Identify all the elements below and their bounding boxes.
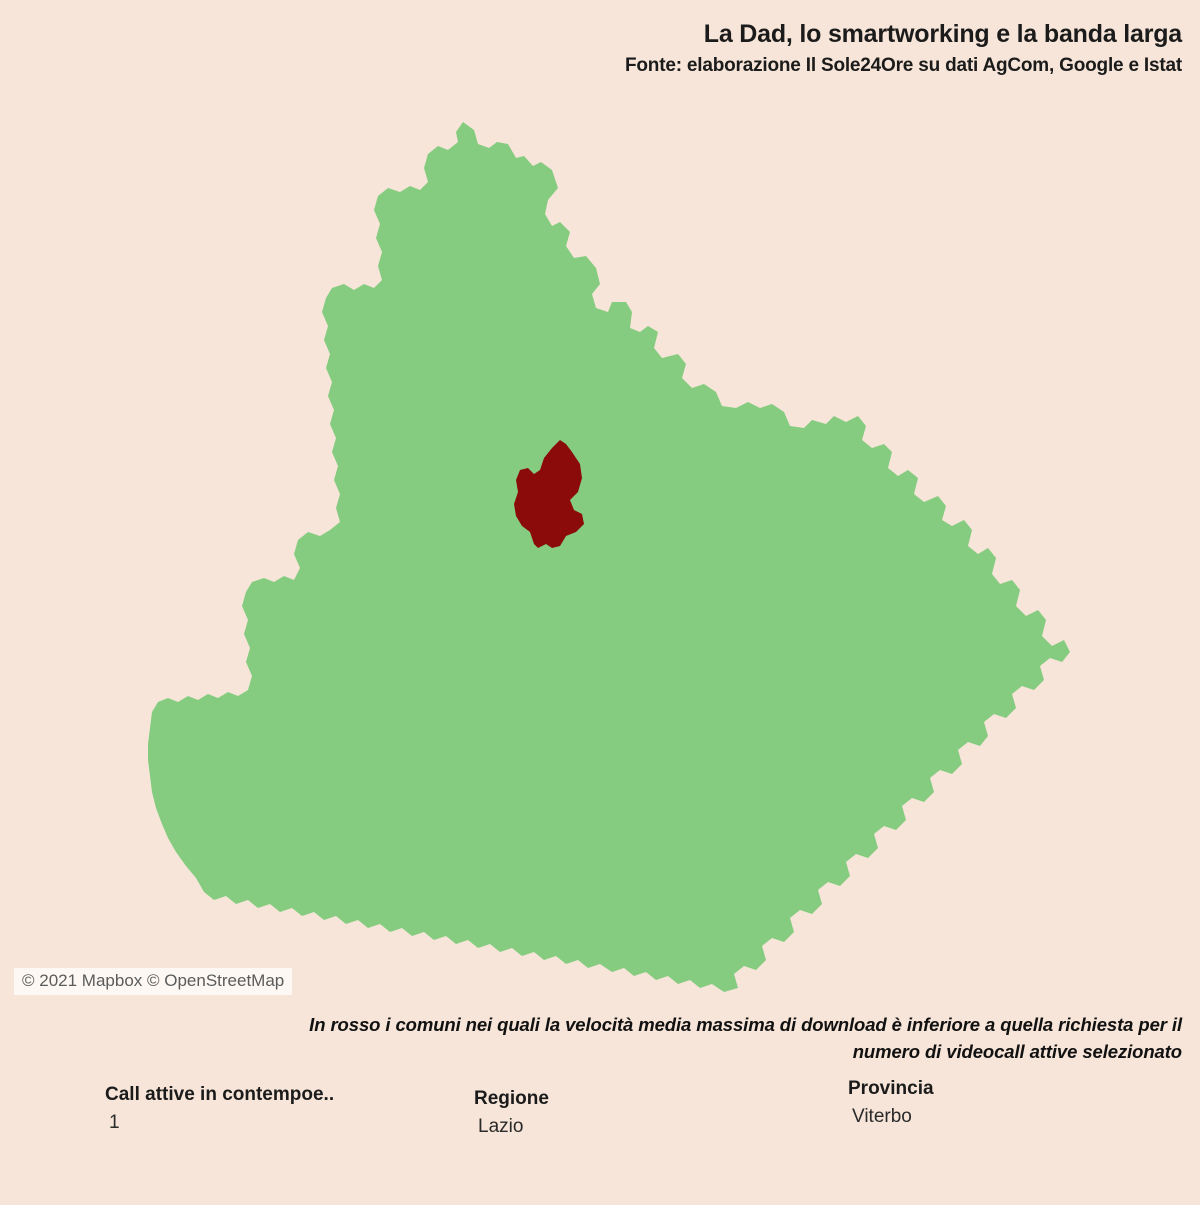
field-provincia-label: Provincia	[848, 1078, 934, 1099]
chart-header: La Dad, lo smartworking e la banda larga…	[0, 0, 1182, 77]
field-provincia[interactable]: Provincia Viterbo	[848, 1077, 934, 1129]
caption-line-2: numero di videocall attive selezionato	[852, 1040, 1182, 1062]
map-canvas[interactable]	[0, 96, 1200, 996]
map-attribution[interactable]: © 2021 Mapbox © OpenStreetMap	[14, 968, 293, 996]
map-legend-caption: In rosso i comuni nei quali la velocità …	[24, 1012, 1182, 1066]
field-calls-label: Call attive in contempoe..	[105, 1084, 335, 1105]
field-regione-value: Lazio	[478, 1115, 524, 1137]
field-provincia-value: Viterbo	[852, 1105, 912, 1127]
page-title: La Dad, lo smartworking e la banda larga	[703, 20, 1182, 48]
field-regione[interactable]: Regione Lazio	[474, 1087, 549, 1139]
field-calls-value: 1	[109, 1111, 120, 1133]
province-island-polygon	[1014, 638, 1044, 666]
province-map-svg[interactable]	[0, 96, 1200, 996]
source-note: Fonte: elaborazione Il Sole24Ore su dati…	[625, 54, 1182, 76]
field-regione-label: Regione	[474, 1088, 549, 1109]
caption-line-1: In rosso i comuni nei quali la velocità …	[309, 1014, 1182, 1035]
filter-fields: Call attive in contempoe.. 1 Regione Laz…	[0, 1078, 1200, 1163]
field-calls-attive[interactable]: Call attive in contempoe.. 1	[105, 1083, 334, 1135]
province-polygon-viterbo[interactable]	[148, 122, 1070, 992]
highlighted-municipality-polygon[interactable]	[514, 440, 584, 548]
